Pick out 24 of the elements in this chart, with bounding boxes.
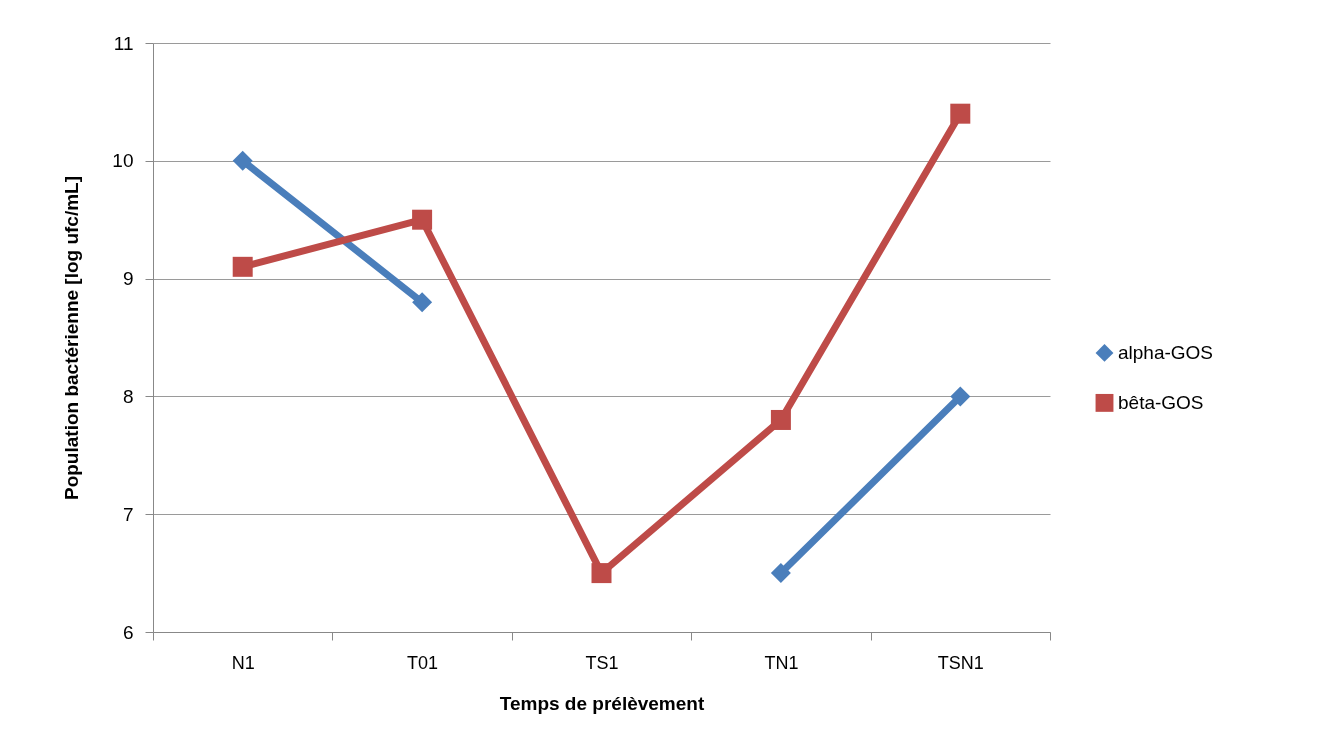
y-tick-label: 6 bbox=[122, 621, 134, 643]
point bbox=[770, 409, 791, 430]
point bbox=[232, 256, 253, 277]
point bbox=[232, 150, 253, 171]
x-tick-label: TSN1 bbox=[937, 652, 984, 673]
point bbox=[950, 386, 971, 407]
x-tick-label: TN1 bbox=[764, 652, 799, 673]
y-tick-label: 8 bbox=[122, 385, 134, 407]
point bbox=[591, 563, 612, 584]
x-axis-title: Temps de prélèvement bbox=[499, 692, 705, 714]
point bbox=[412, 292, 433, 313]
point bbox=[770, 563, 791, 584]
y-axis-title: Population bactérienne [log ufc/mL] bbox=[61, 175, 83, 501]
point bbox=[950, 103, 971, 124]
x-tick-label: T01 bbox=[407, 652, 439, 673]
y-tick-label: 11 bbox=[113, 32, 134, 54]
point bbox=[412, 209, 433, 230]
legend-label: alpha-GOS bbox=[1118, 341, 1214, 363]
y-tick-label: 9 bbox=[122, 268, 134, 290]
x-tick-label: N1 bbox=[231, 652, 255, 673]
y-tick-label: 10 bbox=[112, 150, 134, 172]
legend-label: bêta-GOS bbox=[1118, 391, 1204, 413]
x-tick-label: TS1 bbox=[585, 652, 619, 673]
y-tick-label: 7 bbox=[122, 503, 134, 525]
